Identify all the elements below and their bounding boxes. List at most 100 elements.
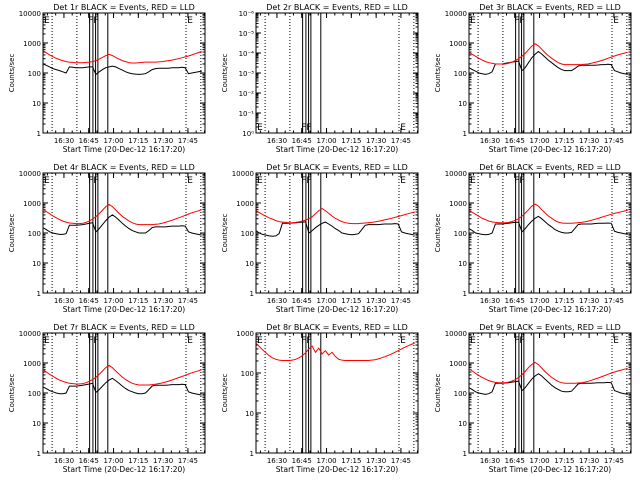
- marker-letter-e: E: [44, 176, 50, 186]
- panel-det9r: Det 9r BLACK = Events, RED = LLD 1 10 100 10…: [434, 323, 632, 474]
- marker-letter-e: E: [257, 123, 263, 133]
- y-tick-label: 10⁰: [242, 130, 254, 138]
- x-tick-label: 16:45: [505, 457, 525, 465]
- x-tick-label: 17:00: [316, 297, 336, 305]
- y-axis-label: Counts/sec: [8, 214, 16, 253]
- y-tick-label: 1000: [236, 200, 254, 208]
- y-tick-label: 10000: [445, 10, 467, 18]
- panel-title: Det 3r BLACK = Events, RED = LLD: [479, 3, 621, 12]
- panel-title: Det 7r BLACK = Events, RED = LLD: [53, 323, 195, 332]
- events-series-line: [43, 377, 202, 396]
- y-tick-label: 10⁻⁵: [239, 30, 255, 38]
- marker-letter-ff: FF: [88, 176, 98, 186]
- y-tick-label: 1: [37, 130, 41, 138]
- x-tick-label: 17:45: [178, 297, 198, 305]
- x-tick-label: 17:45: [178, 457, 198, 465]
- y-tick-label: 10⁻⁴: [239, 50, 255, 58]
- plot-frame: [468, 332, 632, 454]
- y-axis-label: Counts/sec: [434, 214, 442, 253]
- x-tick-label: 17:15: [554, 297, 574, 305]
- marker-letter-e: E: [470, 16, 476, 26]
- x-tick-label: 17:15: [341, 457, 361, 465]
- marker-letter-e: E: [44, 336, 50, 346]
- marker-letter-e: E: [257, 176, 263, 186]
- marker-letter-e: E: [400, 123, 406, 133]
- y-tick-label: 10: [458, 100, 467, 108]
- panel-det4r: Det 4r BLACK = Events, RED = LLD 1 10 100 10…: [8, 163, 206, 314]
- x-tick-label: 16:30: [480, 297, 500, 305]
- y-tick-label: 10: [32, 100, 41, 108]
- panel-det8r: Det 8r BLACK = Events, RED = LLD 1 10 100 10…: [221, 323, 419, 474]
- x-axis-label: Start Time (20-Dec-12 16:17:20): [489, 305, 611, 314]
- marker-letter-ff: FF: [301, 336, 311, 346]
- marker-letter-e: E: [187, 16, 193, 26]
- x-tick-label: 17:45: [604, 137, 624, 145]
- y-tick-label: 1000: [449, 200, 467, 208]
- x-tick-label: 17:45: [391, 297, 411, 305]
- x-tick-label: 17:30: [366, 297, 386, 305]
- y-tick-label: 10: [245, 410, 254, 418]
- panel-det6r: Det 6r BLACK = Events, RED = LLD 1 10 100 10…: [434, 163, 632, 314]
- y-axis-label: Counts/sec: [221, 374, 229, 413]
- x-tick-label: 17:00: [529, 297, 549, 305]
- x-tick-label: 17:00: [103, 457, 123, 465]
- panel-det5r: Det 5r BLACK = Events, RED = LLD 1 10 100 10…: [221, 163, 419, 314]
- x-axis-label: Start Time (20-Dec-12 16:17:20): [489, 465, 611, 474]
- marker-letter-e: E: [613, 336, 619, 346]
- lld-series-line: [469, 361, 628, 384]
- y-tick-label: 100: [28, 390, 41, 398]
- y-tick-label: 1000: [23, 360, 41, 368]
- panel-title: Det 1r BLACK = Events, RED = LLD: [53, 3, 195, 12]
- y-tick-label: 10: [458, 420, 467, 428]
- x-tick-label: 17:30: [153, 137, 173, 145]
- x-tick-label: 17:15: [128, 297, 148, 305]
- x-tick-label: 17:00: [316, 457, 336, 465]
- y-tick-label: 1: [37, 290, 41, 298]
- x-tick-label: 16:45: [292, 137, 312, 145]
- x-tick-label: 17:00: [103, 297, 123, 305]
- y-tick-label: 1: [250, 450, 254, 458]
- marker-letter-e: E: [613, 16, 619, 26]
- x-tick-label: 17:30: [366, 137, 386, 145]
- lld-series-line: [256, 342, 415, 361]
- y-tick-label: 10⁻²: [239, 90, 255, 98]
- x-tick-label: 17:30: [579, 457, 599, 465]
- x-tick-label: 16:45: [79, 457, 99, 465]
- y-tick-label: 10000: [445, 330, 467, 338]
- y-tick-label: 10: [32, 260, 41, 268]
- y-tick-label: 10⁻¹: [239, 110, 255, 118]
- x-axis-label: Start Time (20-Dec-12 16:17:20): [63, 465, 185, 474]
- marker-letter-ff: FF: [88, 16, 98, 26]
- x-tick-label: 16:45: [505, 137, 525, 145]
- x-tick-label: 16:30: [480, 137, 500, 145]
- x-tick-label: 17:30: [153, 457, 173, 465]
- x-tick-label: 17:45: [604, 297, 624, 305]
- y-axis-label: Counts/sec: [221, 54, 229, 93]
- y-tick-label: 10000: [19, 170, 41, 178]
- x-tick-label: 17:00: [103, 137, 123, 145]
- marker-letter-ff: FF: [301, 123, 311, 133]
- x-axis-label: Start Time (20-Dec-12 16:17:20): [489, 145, 611, 154]
- x-tick-label: 17:45: [178, 137, 198, 145]
- marker-letter-ff: FF: [514, 16, 524, 26]
- x-tick-label: 16:30: [54, 457, 74, 465]
- x-tick-label: 17:45: [391, 457, 411, 465]
- panel-title: Det 8r BLACK = Events, RED = LLD: [266, 323, 408, 332]
- y-tick-label: 100: [454, 230, 467, 238]
- x-tick-label: 16:30: [267, 457, 287, 465]
- lld-series-line: [43, 203, 202, 226]
- x-tick-label: 17:00: [529, 137, 549, 145]
- lld-series-line: [43, 364, 202, 386]
- panel-title: Det 4r BLACK = Events, RED = LLD: [53, 163, 195, 172]
- marker-letter-e: E: [187, 336, 193, 346]
- panel-title: Det 6r BLACK = Events, RED = LLD: [479, 163, 621, 172]
- panel-title: Det 9r BLACK = Events, RED = LLD: [479, 323, 621, 332]
- marker-letter-e: E: [400, 336, 406, 346]
- x-tick-label: 16:45: [292, 457, 312, 465]
- y-axis-label: Counts/sec: [8, 374, 16, 413]
- y-tick-label: 1000: [23, 200, 41, 208]
- plot-frame: [42, 172, 206, 294]
- panel-det1r: Det 1r BLACK = Events, RED = LLD 1 10 100 10…: [8, 3, 206, 154]
- x-tick-label: 17:15: [128, 137, 148, 145]
